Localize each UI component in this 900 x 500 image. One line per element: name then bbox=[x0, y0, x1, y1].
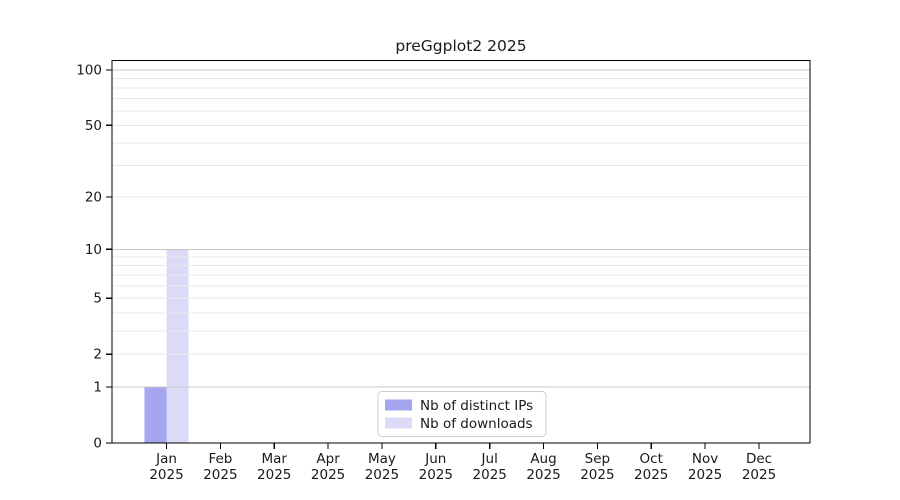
y-axis: 0 1 2 5 10 20 50 100 bbox=[76, 63, 112, 452]
x-tick-label: Mar 2025 bbox=[257, 451, 291, 483]
bars-layer bbox=[144, 249, 189, 443]
y-tick-label: 0 bbox=[93, 436, 102, 452]
y-tick-label: 100 bbox=[76, 63, 102, 79]
y-tick-label: 2 bbox=[93, 347, 102, 363]
y-tick-label: 10 bbox=[85, 242, 102, 258]
y-tick-label: 50 bbox=[85, 118, 102, 134]
x-tick-label: Feb 2025 bbox=[203, 451, 237, 483]
x-tick-label: Dec 2025 bbox=[742, 451, 776, 483]
y-tick-label: 20 bbox=[85, 190, 102, 206]
x-tick-label: Jul 2025 bbox=[473, 451, 507, 483]
chart-title: preGgplot2 2025 bbox=[395, 37, 526, 55]
bar-distinct-ips bbox=[144, 387, 167, 443]
y-tick-label: 5 bbox=[93, 291, 102, 307]
x-tick-label: Jun 2025 bbox=[419, 451, 453, 483]
legend-swatch-downloads bbox=[385, 417, 412, 429]
legend-swatch-distinct-ips bbox=[385, 399, 412, 411]
x-tick-label: May 2025 bbox=[365, 451, 399, 483]
x-tick-label: Sep 2025 bbox=[580, 451, 614, 483]
bar-downloads bbox=[166, 249, 189, 443]
plot-border bbox=[111, 59, 811, 444]
x-tick-label: Nov 2025 bbox=[688, 451, 722, 483]
y-tick-label: 1 bbox=[93, 380, 102, 396]
x-axis: Jan 2025 Feb 2025 Mar 2025 Apr 2025 May 2025 Jun 20… bbox=[149, 443, 776, 483]
x-tick-label: Oct 2025 bbox=[634, 451, 668, 483]
legend: Nb of distinct IPs Nb of downloads bbox=[377, 391, 547, 437]
legend-label-downloads: Nb of downloads bbox=[420, 416, 533, 432]
legend-box bbox=[377, 391, 547, 437]
x-tick-label: Apr 2025 bbox=[311, 451, 345, 483]
x-tick-label: Aug 2025 bbox=[526, 451, 560, 483]
legend-label-distinct-ips: Nb of distinct IPs bbox=[420, 398, 533, 414]
gridlines-layer bbox=[112, 69, 810, 388]
plot-frame bbox=[111, 59, 811, 444]
x-tick-label: Jan 2025 bbox=[149, 451, 183, 483]
